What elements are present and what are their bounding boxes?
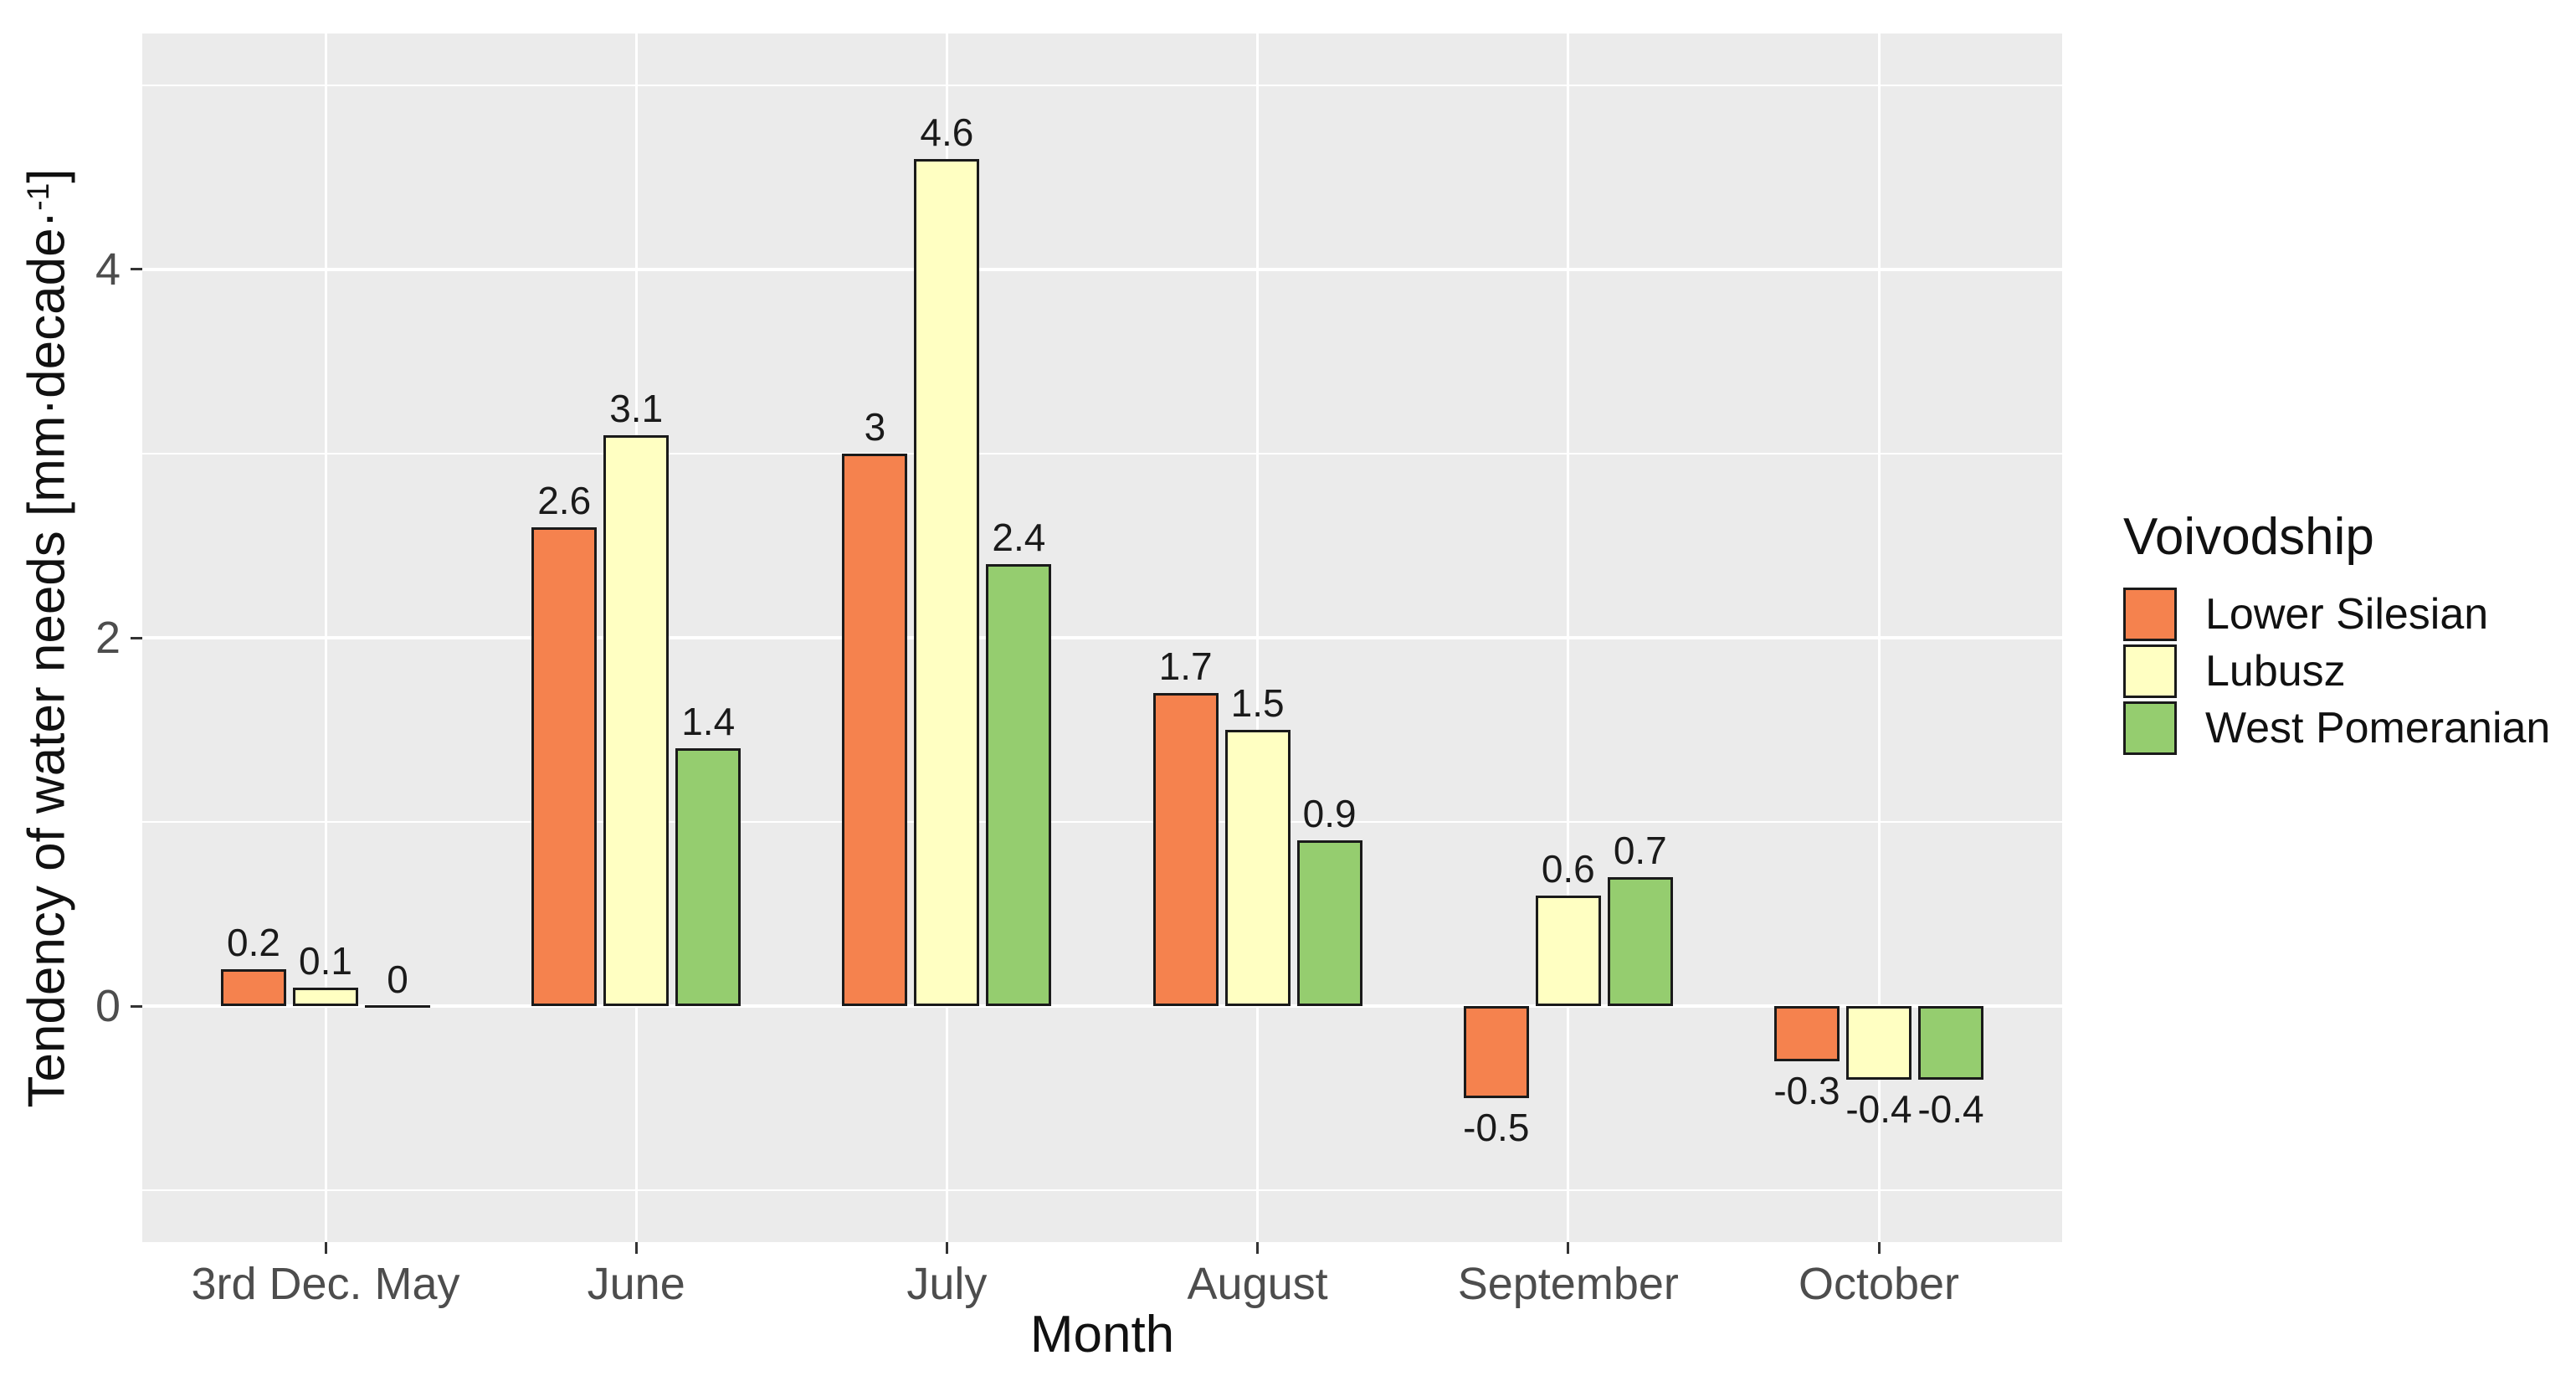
bar-lower-silesian-5 <box>1774 1006 1840 1062</box>
bar-west-pomeranian-1 <box>675 748 741 1007</box>
bar-value-label: 2.6 <box>537 478 592 522</box>
legend: Voivodship Lower Silesian Lubusz West Pome… <box>2123 509 2550 758</box>
legend-label-0: Lower Silesian <box>2205 590 2489 639</box>
bar-value-label: -0.4 <box>1845 1087 1912 1132</box>
bar-value-label: 3.1 <box>609 386 664 430</box>
x-tick-mark-5 <box>1877 1242 1881 1254</box>
bar-value-label: 1.4 <box>681 700 736 744</box>
bar-value-label: 0.9 <box>1302 792 1357 836</box>
bar-west-pomeranian-4 <box>1607 877 1673 1007</box>
x-tick-label-1: June <box>587 1259 685 1309</box>
x-tick-mark-2 <box>945 1242 948 1254</box>
legend-swatch-2 <box>2123 701 2177 755</box>
x-tick-label-2: July <box>906 1259 988 1309</box>
y-axis-title-superscript: -1 <box>19 182 55 211</box>
bar-west-pomeranian-0 <box>365 1004 430 1008</box>
bar-lower-silesian-0 <box>221 969 286 1007</box>
bar-value-label: 0.6 <box>1541 847 1595 891</box>
legend-swatch-1 <box>2123 644 2177 698</box>
x-tick-mark-3 <box>1256 1242 1260 1254</box>
bar-value-label: 0.2 <box>227 921 280 965</box>
gridline-minor-y-1 <box>142 1189 2062 1192</box>
bar-lower-silesian-1 <box>531 526 598 1007</box>
y-axis-title-close: ] <box>18 167 76 183</box>
legend-item-west-pomeranian: West Pomeranian <box>2123 701 2550 755</box>
bar-lubusz-3 <box>1224 730 1291 1007</box>
bar-value-label: 0 <box>387 958 408 1002</box>
legend-label-1: Lubusz <box>2205 647 2346 696</box>
x-tick-mark-1 <box>634 1242 638 1254</box>
gridline-major-y4 <box>142 267 2062 271</box>
bar-value-label: -0.5 <box>1463 1106 1530 1150</box>
legend-label-2: West Pomeranian <box>2205 704 2551 752</box>
legend-item-lower-silesian: Lower Silesian <box>2123 588 2550 641</box>
y-tick-mark-0 <box>131 1004 142 1008</box>
bar-value-label: 3 <box>864 404 886 449</box>
y-tick-mark-2 <box>131 636 142 639</box>
bar-west-pomeranian-2 <box>986 563 1052 1007</box>
plot-panel <box>142 33 2062 1242</box>
bar-lower-silesian-3 <box>1152 693 1219 1007</box>
bar-lubusz-2 <box>914 158 980 1007</box>
bar-value-label: 2.4 <box>992 515 1046 559</box>
y-tick-label-0: 0 <box>95 981 121 1032</box>
bar-lubusz-0 <box>293 988 358 1007</box>
x-tick-label-4: September <box>1457 1259 1679 1309</box>
gridline-minor-y1 <box>142 821 2062 824</box>
x-axis-title: Month <box>1029 1306 1175 1363</box>
bar-value-label: -0.3 <box>1773 1069 1840 1113</box>
gridline-minor-y5 <box>142 84 2062 86</box>
bar-value-label: -0.4 <box>1917 1087 1984 1132</box>
y-axis-title-text: Tendency of water needs [mm·decade· <box>18 210 76 1108</box>
x-tick-label-0: 3rd Dec. May <box>191 1259 460 1309</box>
x-tick-label-3: August <box>1187 1259 1328 1309</box>
bar-lubusz-4 <box>1535 896 1601 1007</box>
bar-value-label: 1.5 <box>1230 681 1285 726</box>
y-tick-label-4: 4 <box>95 244 121 295</box>
x-tick-mark-0 <box>324 1242 327 1254</box>
y-tick-mark-4 <box>131 268 142 271</box>
gridline-major-y2 <box>142 636 2062 639</box>
legend-swatch-0 <box>2123 588 2177 641</box>
gridline-minor-y3 <box>142 452 2062 454</box>
gridline-major-y0 <box>142 1004 2062 1009</box>
bar-west-pomeranian-5 <box>1918 1006 1983 1081</box>
bar-lower-silesian-4 <box>1463 1006 1529 1099</box>
y-axis-title: Tendency of water needs [mm·decade·-1] <box>0 33 94 1242</box>
bar-lubusz-5 <box>1846 1006 1911 1081</box>
bar-west-pomeranian-3 <box>1296 840 1362 1007</box>
legend-title: Voivodship <box>2123 508 2374 566</box>
bar-lubusz-1 <box>603 434 670 1007</box>
bar-lower-silesian-2 <box>842 453 908 1007</box>
legend-items: Lower Silesian Lubusz West Pomeranian <box>2123 588 2550 755</box>
x-tick-mark-4 <box>1567 1242 1570 1254</box>
bar-value-label: 1.7 <box>1158 644 1213 689</box>
y-tick-label-2: 2 <box>95 613 121 663</box>
x-tick-label-5: October <box>1798 1259 1960 1309</box>
legend-item-lubusz: Lubusz <box>2123 644 2550 698</box>
bar-value-label: 0.1 <box>299 939 352 983</box>
bar-value-label: 0.7 <box>1613 829 1667 873</box>
bar-value-label: 4.6 <box>920 110 974 154</box>
